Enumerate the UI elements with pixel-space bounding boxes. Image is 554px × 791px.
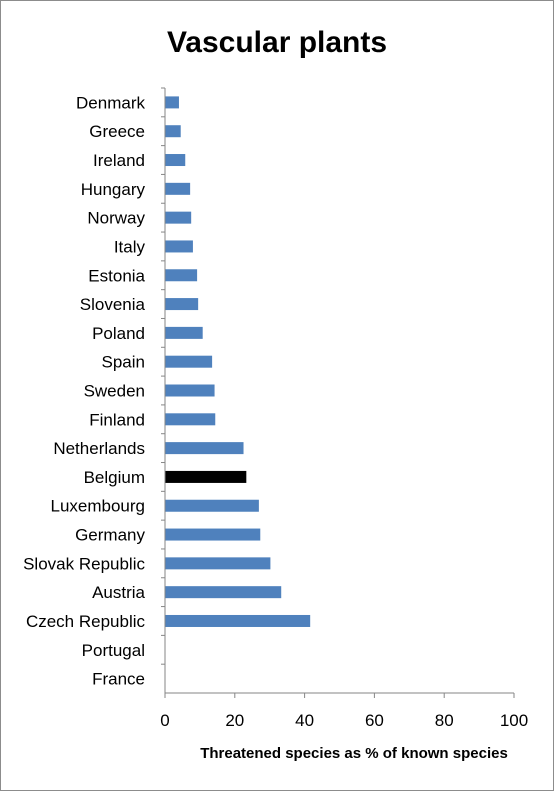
category-label-slovak-republic: Slovak Republic (23, 554, 145, 573)
category-label-estonia: Estonia (88, 266, 145, 285)
x-axis-label: Threatened species as % of known species (200, 745, 508, 762)
bar-czech-republic (165, 614, 311, 627)
bar-belgium (165, 470, 247, 483)
bar-netherlands (165, 442, 244, 455)
category-label-belgium: Belgium (84, 468, 145, 487)
x-tick-label-80: 80 (435, 711, 454, 730)
bar-ireland (165, 154, 186, 167)
bar-greece (165, 125, 181, 138)
bar-hungary (165, 182, 191, 195)
bar-germany (165, 528, 261, 541)
category-label-hungary: Hungary (81, 180, 146, 199)
bar-sweden (165, 384, 215, 397)
bar-denmark (165, 96, 179, 109)
bar-finland (165, 413, 216, 426)
bar-norway (165, 211, 192, 224)
category-label-austria: Austria (92, 583, 145, 602)
chart-title: Vascular plants (167, 26, 387, 59)
category-label-slovenia: Slovenia (80, 295, 146, 314)
category-label-spain: Spain (102, 353, 145, 372)
category-label-finland: Finland (89, 410, 145, 429)
bar-slovak-republic (165, 557, 271, 570)
bar-estonia (165, 269, 198, 282)
bar-luxembourg (165, 499, 259, 512)
x-tick-label-20: 20 (225, 711, 244, 730)
category-label-portugal: Portugal (82, 641, 145, 660)
category-label-poland: Poland (92, 324, 145, 343)
bar-spain (165, 355, 213, 368)
category-label-ireland: Ireland (93, 151, 145, 170)
category-label-italy: Italy (114, 237, 146, 256)
category-label-sweden: Sweden (84, 382, 145, 401)
bar-italy (165, 240, 193, 253)
x-tick-label-40: 40 (295, 711, 314, 730)
x-tick-label-100: 100 (500, 711, 528, 730)
bar-slovenia (165, 298, 199, 311)
category-label-norway: Norway (87, 209, 145, 228)
category-label-czech-republic: Czech Republic (26, 612, 146, 631)
category-label-denmark: Denmark (76, 93, 145, 112)
bar-poland (165, 326, 203, 339)
category-label-luxembourg: Luxembourg (50, 497, 145, 516)
category-label-greece: Greece (89, 122, 145, 141)
category-label-france: France (92, 670, 145, 689)
x-tick-label-60: 60 (365, 711, 384, 730)
x-tick-label-0: 0 (160, 711, 169, 730)
bar-austria (165, 586, 282, 599)
category-label-netherlands: Netherlands (53, 439, 145, 458)
category-label-germany: Germany (75, 526, 145, 545)
